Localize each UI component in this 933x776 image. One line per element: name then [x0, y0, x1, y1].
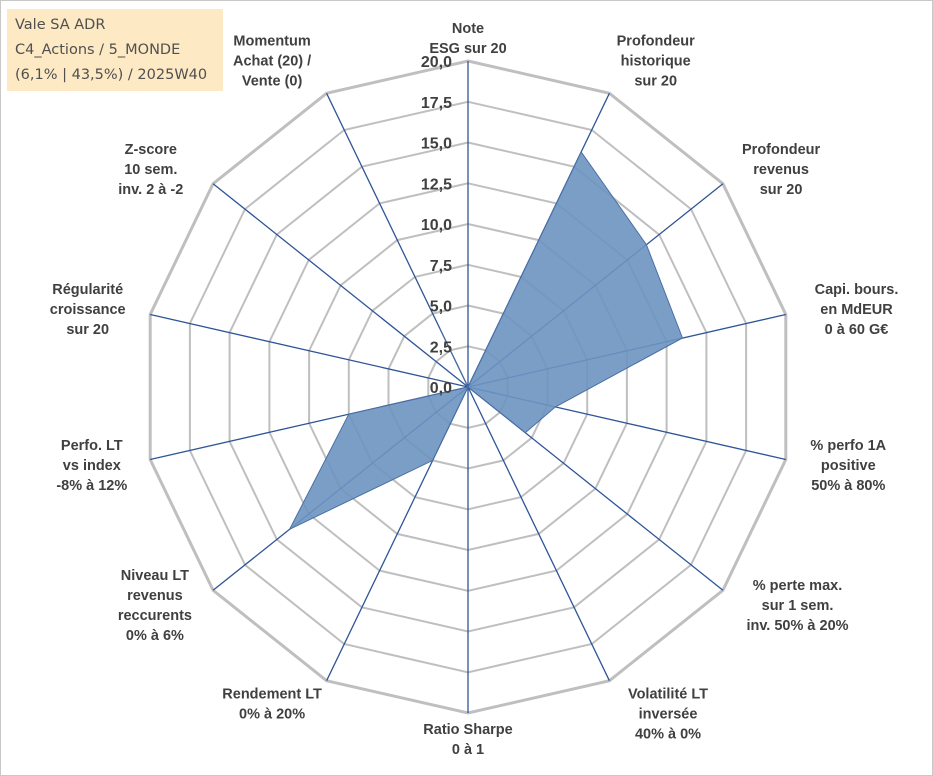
- axis-label-line: Capi. bours.: [815, 282, 899, 298]
- axis-label-line: -8% à 12%: [56, 478, 127, 494]
- axis-label-14: Momentum Achat (20) / Vente (0): [233, 33, 311, 89]
- axis-label-line: en MdEUR: [820, 302, 893, 318]
- radar-series: [288, 151, 684, 531]
- axis-label-line: % perfo 1A: [810, 438, 886, 454]
- axis-label-line: 10 sem.: [124, 162, 177, 178]
- axis-spoke-13: [212, 183, 469, 388]
- series-area: [288, 151, 684, 531]
- axis-label-12: Régularité croissance sur 20: [50, 282, 126, 338]
- axis-label-line: 0% à 20%: [239, 707, 305, 723]
- axis-spoke-12: [150, 313, 469, 388]
- axis-spoke-7: [467, 386, 610, 681]
- tick-label: 0,0: [430, 380, 452, 397]
- tick-label: 20,0: [421, 54, 452, 71]
- axis-label-line: sur 20: [760, 182, 803, 198]
- axis-label-5: % perfo 1A positive 50% à 80%: [810, 438, 886, 494]
- tick-label: 15,0: [421, 136, 452, 153]
- axis-label-line: % perte max.: [753, 578, 842, 594]
- axis-label-line: vs index: [63, 458, 121, 474]
- info-stock-name: Vale SA ADR: [15, 17, 106, 33]
- axis-label-line: sur 1 sem.: [762, 598, 834, 614]
- axis-label-line: inv. 2 à -2: [118, 182, 183, 198]
- axis-label-13: Z-score 10 sem. inv. 2 à -2: [118, 142, 183, 198]
- axis-label-line: Momentum: [233, 33, 310, 49]
- axis-label-line: inv. 50% à 20%: [746, 618, 848, 634]
- axis-label-2: Profondeur historique sur 20: [617, 33, 695, 89]
- axis-label-1: Note ESG sur 20: [429, 21, 506, 57]
- axis-label-line: positive: [821, 458, 876, 474]
- axis-label-line: historique: [621, 53, 691, 69]
- axis-label-line: sur 20: [66, 322, 109, 338]
- info-box: Vale SA ADR C4_Actions / 5_MONDE (6,1% |…: [7, 9, 223, 91]
- tick-label: 12,5: [421, 176, 452, 193]
- axis-label-10: Niveau LT revenus reccurents 0% à 6%: [118, 568, 192, 644]
- tick-label: 10,0: [421, 217, 452, 234]
- axis-label-line: 40% à 0%: [635, 727, 701, 743]
- tick-label: 17,5: [421, 95, 452, 112]
- axis-label-line: inversée: [639, 707, 698, 723]
- info-category: C4_Actions / 5_MONDE: [15, 42, 181, 58]
- info-stats: (6,1% | 43,5%) / 2025W40: [15, 67, 208, 83]
- axis-label-8: Ratio Sharpe 0 à 1: [423, 722, 512, 758]
- axis-label-line: Rendement LT: [222, 687, 322, 703]
- axis-label-line: Régularité: [52, 282, 123, 298]
- axis-label-3: Profondeur revenus sur 20: [742, 142, 820, 198]
- axis-label-line: Niveau LT: [121, 568, 189, 584]
- axis-label-line: revenus: [127, 588, 183, 604]
- axis-label-line: Achat (20) /: [233, 53, 311, 69]
- axis-label-line: croissance: [50, 302, 126, 318]
- axis-label-line: revenus: [753, 162, 809, 178]
- axis-label-11: Perfo. LT vs index -8% à 12%: [56, 438, 127, 494]
- axis-label-6: % perte max. sur 1 sem. inv. 50% à 20%: [746, 578, 848, 634]
- axis-label-line: Note: [452, 21, 484, 37]
- axis-label-line: Perfo. LT: [61, 438, 123, 454]
- axis-label-line: 0% à 6%: [126, 628, 184, 644]
- tick-label: 2,5: [430, 339, 452, 356]
- radar-axis-labels: Note ESG sur 20 Profondeur historique sur 20…: [50, 21, 899, 758]
- axis-label-line: Vente (0): [242, 73, 303, 89]
- tick-label: 5,0: [430, 299, 452, 316]
- axis-label-9: Rendement LT 0% à 20%: [222, 687, 322, 723]
- axis-label-line: reccurents: [118, 608, 192, 624]
- axis-label-line: Profondeur: [617, 33, 695, 49]
- axis-label-line: ESG sur 20: [429, 41, 506, 57]
- axis-label-line: sur 20: [634, 73, 677, 89]
- radar-tick-labels: 0,0 2,5 5,0 7,5 10,0 12,5 15,0 17,5 20,0: [421, 54, 452, 397]
- axis-label-line: Ratio Sharpe: [423, 722, 512, 738]
- axis-label-line: Profondeur: [742, 142, 820, 158]
- tick-label: 7,5: [430, 258, 452, 275]
- axis-label-line: Volatilité LT: [628, 687, 708, 703]
- axis-label-7: Volatilité LT inversée 40% à 0%: [628, 687, 708, 743]
- axis-label-line: 50% à 80%: [811, 478, 885, 494]
- axis-label-4: Capi. bours. en MdEUR 0 à 60 G€: [815, 282, 899, 338]
- axis-label-line: Z-score: [125, 142, 177, 158]
- axis-label-line: 0 à 1: [452, 742, 484, 758]
- axis-label-line: 0 à 60 G€: [825, 322, 889, 338]
